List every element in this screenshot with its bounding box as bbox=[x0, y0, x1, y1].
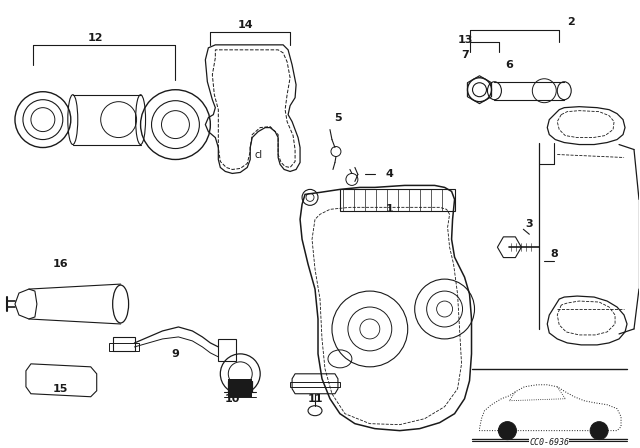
Circle shape bbox=[499, 422, 516, 439]
Text: CC0-6936: CC0-6936 bbox=[529, 438, 569, 447]
Text: 3: 3 bbox=[525, 219, 533, 229]
Text: 16: 16 bbox=[53, 259, 68, 269]
Text: 5: 5 bbox=[334, 112, 342, 123]
Text: 9: 9 bbox=[172, 349, 179, 359]
Text: 4: 4 bbox=[386, 169, 394, 180]
Text: 13: 13 bbox=[458, 35, 473, 45]
Text: 8: 8 bbox=[550, 249, 558, 259]
Text: 15: 15 bbox=[53, 384, 68, 394]
Text: 10: 10 bbox=[225, 394, 240, 404]
Text: 14: 14 bbox=[237, 20, 253, 30]
Bar bbox=[218, 339, 236, 361]
Bar bbox=[228, 379, 252, 397]
Text: 12: 12 bbox=[88, 33, 104, 43]
Text: 7: 7 bbox=[461, 50, 469, 60]
Circle shape bbox=[590, 422, 608, 439]
Text: 11: 11 bbox=[307, 394, 323, 404]
Bar bbox=[340, 190, 454, 211]
Bar bbox=[109, 343, 139, 351]
Text: 2: 2 bbox=[567, 17, 575, 27]
Bar bbox=[113, 337, 134, 351]
Text: 1: 1 bbox=[386, 204, 394, 214]
Text: 6: 6 bbox=[506, 60, 513, 70]
Text: cl: cl bbox=[254, 150, 262, 159]
